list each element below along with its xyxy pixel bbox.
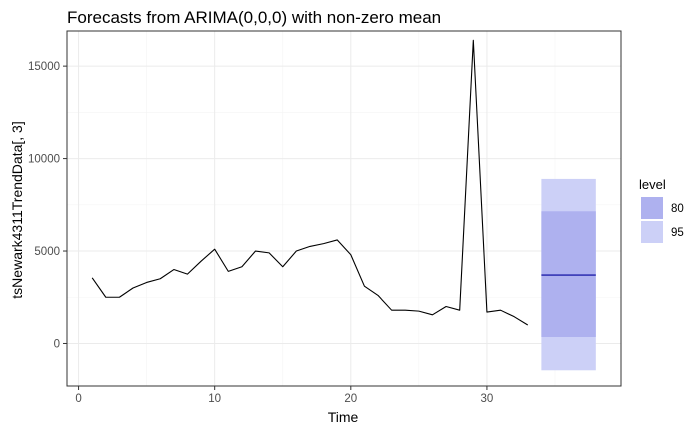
series-line xyxy=(91,39,529,326)
band-80 xyxy=(541,211,596,338)
legend-title: level xyxy=(639,177,666,192)
x-tick-label: 10 xyxy=(208,393,221,405)
legend: level 80 95 xyxy=(639,177,684,243)
y-axis-title: tsNewark4311TrendData[, 3] xyxy=(9,121,25,298)
panel-border xyxy=(66,30,622,387)
y-tick-label: 5000 xyxy=(34,246,60,258)
x-tick-label: 30 xyxy=(481,393,494,405)
x-tick-label: 20 xyxy=(344,393,357,405)
x-axis-ticks: 0 10 20 30 xyxy=(75,386,493,405)
y-tick-label: 15000 xyxy=(28,61,60,73)
legend-label-80: 80 xyxy=(671,203,684,215)
x-axis-title: Time xyxy=(328,409,359,425)
y-tick-label: 10000 xyxy=(28,154,60,166)
grid-lines xyxy=(67,31,621,386)
legend-label-95: 95 xyxy=(671,227,684,239)
series-layer xyxy=(91,39,529,326)
forecast-intervals xyxy=(541,178,596,371)
legend-key-95 xyxy=(641,221,663,243)
chart-title: Forecasts from ARIMA(0,0,0) with non-zer… xyxy=(67,8,441,27)
y-tick-label: 0 xyxy=(54,338,60,350)
y-axis-ticks: 0 5000 10000 15000 xyxy=(28,61,67,350)
legend-key-80 xyxy=(641,197,663,219)
x-tick-label: 0 xyxy=(75,393,81,405)
